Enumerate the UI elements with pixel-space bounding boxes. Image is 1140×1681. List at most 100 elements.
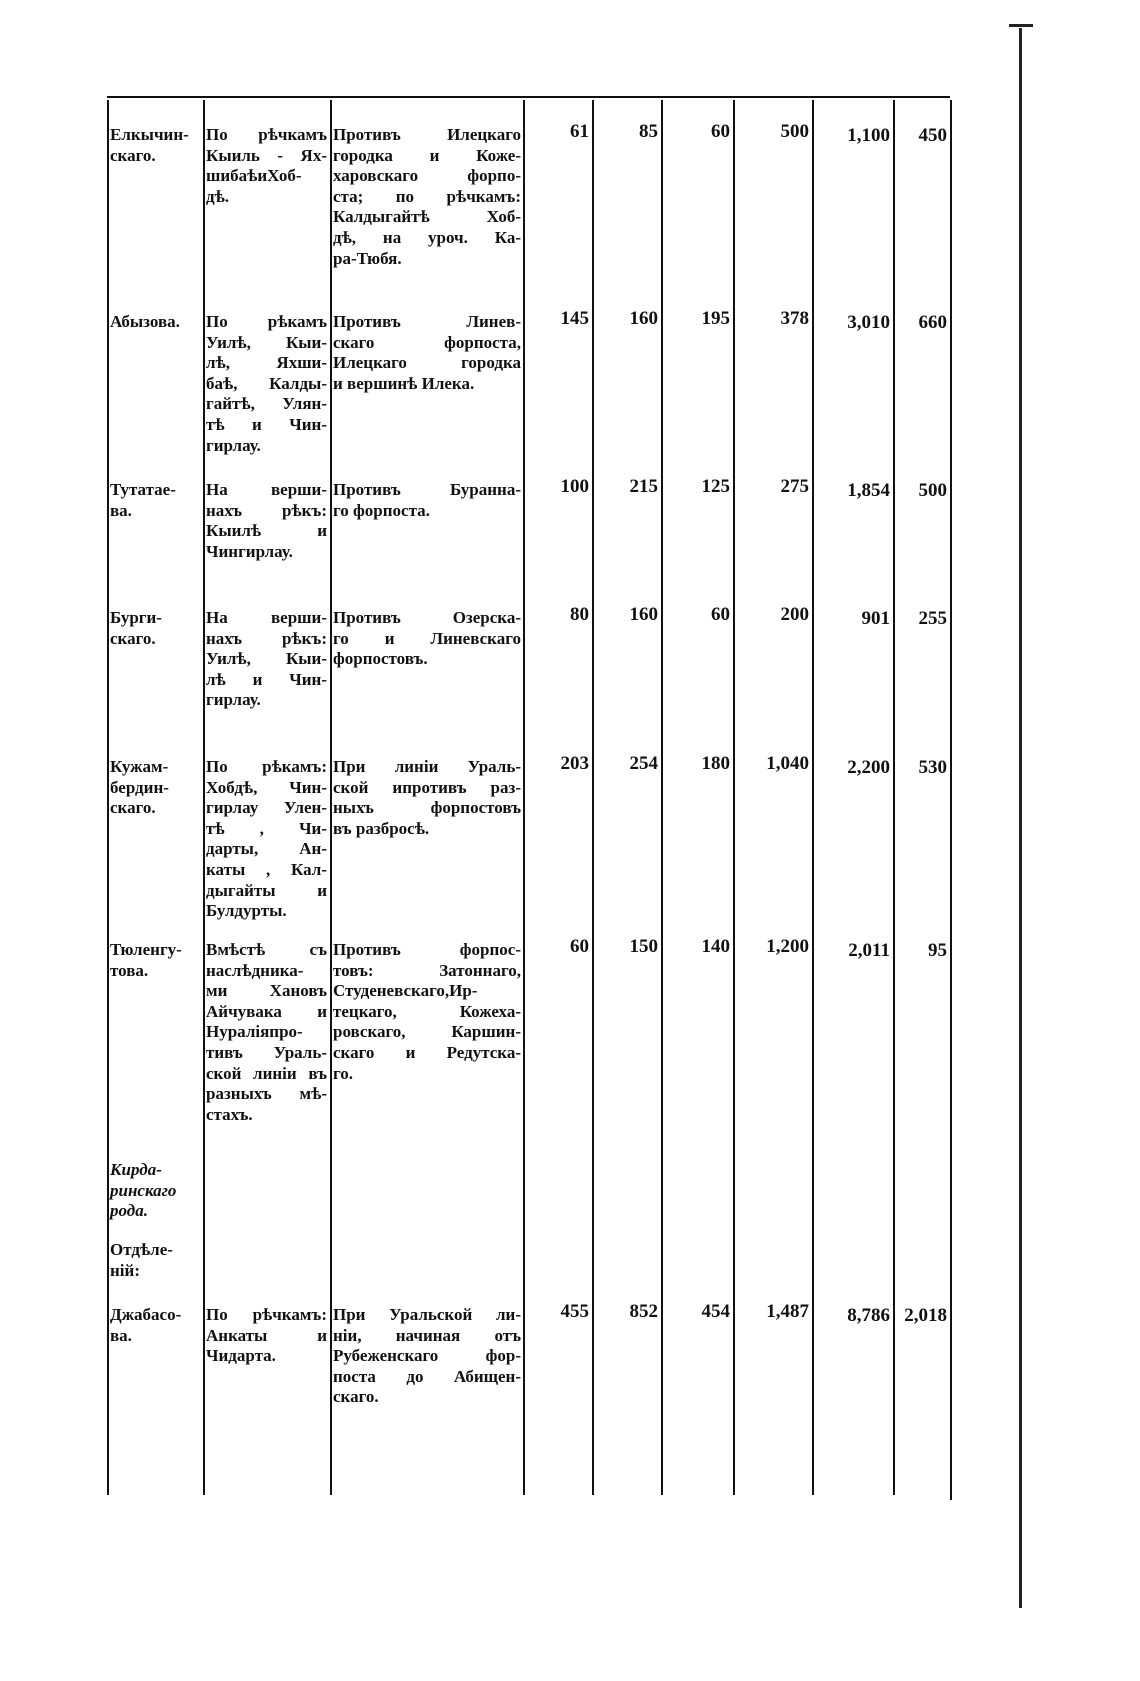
location: Противъ Илецкаго городка и Коже-харовскаг… <box>333 125 521 269</box>
cell-line: дѣ. <box>206 186 230 206</box>
value-col-1: 203 <box>560 753 590 774</box>
value-col-3: 180 <box>701 753 731 774</box>
cell-line: Елкычин- <box>110 125 189 144</box>
cell-line: въ разбросѣ. <box>333 818 430 838</box>
cell-line: Противъ Озерска- <box>333 608 521 627</box>
cell-line: Хобдѣ, Чин- <box>206 777 327 797</box>
cell-line: Уилѣ, Кыи- <box>206 332 327 352</box>
column-rule <box>523 100 525 1495</box>
value-col-6: 255 <box>918 608 948 629</box>
cell-line: дыгайты и <box>206 880 327 900</box>
cell-line: ринскаго <box>110 1180 177 1200</box>
value-col-3: 140 <box>701 936 731 957</box>
cell-line: ныхъ форпостовъ <box>333 798 521 818</box>
cell-line: и вершинѣ Илека. <box>333 373 475 393</box>
cell-line: Уилѣ, Кыи- <box>206 649 327 669</box>
value-col-1: 145 <box>560 308 590 329</box>
value-col-6: 660 <box>918 312 948 333</box>
value-col-2: 160 <box>629 604 659 625</box>
value-col-1: 61 <box>570 121 589 142</box>
cell-line: При линіи Ураль- <box>333 757 521 776</box>
column-rule <box>107 100 109 1495</box>
value-col-1: 100 <box>560 476 590 497</box>
value-col-5: 3,010 <box>847 312 890 333</box>
location: Противъ форпос-товъ: Затоннаго, Студеневс… <box>333 940 521 1084</box>
cell-line: тецкаго, Кожеха- <box>333 1001 521 1021</box>
cell-line: Кирда- <box>110 1160 162 1179</box>
location: Противъ Буранна-го форпоста. <box>333 480 521 521</box>
value-col-4: 500 <box>780 121 810 142</box>
column-rule <box>330 100 332 1495</box>
value-col-6: 2,018 <box>904 1305 947 1326</box>
cell-line: баѣ, Калды- <box>206 373 327 393</box>
value-col-3: 60 <box>711 604 730 625</box>
cell-line: ми Хановъ <box>206 981 327 1001</box>
nomad-area: По рѣчкамъ: Анкаты и Чидарта. <box>206 1305 327 1367</box>
cell-line: На верши- <box>206 608 327 627</box>
value-col-3: 60 <box>711 121 730 142</box>
tribe-name: Абызова. <box>110 312 200 333</box>
cell-line: скаго. <box>110 628 156 648</box>
cell-line: Нураліяпро- <box>206 1022 303 1042</box>
cell-line: Абызова. <box>110 312 180 331</box>
value-col-1: 80 <box>570 604 589 625</box>
value-col-1: 60 <box>570 936 589 957</box>
value-col-6: 500 <box>918 480 948 501</box>
value-col-2: 85 <box>639 121 658 142</box>
location: При Уральской ли-ніи, начиная отъ Рубежен… <box>333 1305 521 1408</box>
table-top-rule <box>107 96 950 98</box>
cell-line: Вмѣстѣ съ <box>206 940 327 959</box>
cell-line: ра-Тюбя. <box>333 248 402 268</box>
cell-line: Илецкаго городка <box>333 353 521 373</box>
tribe-name: Тюленгу-това. <box>110 940 200 981</box>
cell-line: городка и Коже- <box>333 145 521 165</box>
cell-line: го форпоста. <box>333 500 430 520</box>
cell-line: На верши- <box>206 480 327 499</box>
cell-line: Кыилѣ и <box>206 521 327 541</box>
column-rule <box>812 100 814 1495</box>
cell-line: каты , Кал- <box>206 859 327 879</box>
cell-line: скаго форпоста, <box>333 332 521 352</box>
cell-line: дарты, Ан- <box>206 839 327 859</box>
cell-line: ской ипротивъ раз- <box>333 777 521 797</box>
cell-line: това. <box>110 960 149 980</box>
cell-line: ній: <box>110 1260 140 1280</box>
cell-line: По рѣкамъ <box>206 312 327 331</box>
cell-line: скаго. <box>110 145 156 165</box>
value-col-5: 1,100 <box>847 125 890 146</box>
value-col-6: 450 <box>918 125 948 146</box>
nomad-area: По рѣчкамъ Кыиль - Ях-шибаѣиХоб-дѣ. <box>206 125 327 207</box>
cell-line: Противъ Линев- <box>333 312 521 331</box>
cell-line: Рубеженскаго фор- <box>333 1346 521 1366</box>
location: Противъ Линев-скаго форпоста, Илецкаго го… <box>333 312 521 394</box>
cell-line: Джабасо- <box>110 1305 182 1324</box>
value-col-4: 1,200 <box>766 936 809 957</box>
tribe-name: Кужам-бердин-скаго. <box>110 757 200 819</box>
value-col-2: 254 <box>629 753 659 774</box>
cell-line: харовскаго форпо- <box>333 166 521 186</box>
cell-line: Тутатае- <box>110 480 176 499</box>
cell-line: Отдѣле- <box>110 1240 173 1259</box>
cell-line: скаго и Редутска- <box>333 1042 521 1062</box>
cell-line: форпостовъ. <box>333 649 428 669</box>
nomad-area: На верши-нахъ рѣкъ: Уилѣ, Кыи-лѣ и Чин-ги… <box>206 608 327 711</box>
value-col-3: 125 <box>701 476 731 497</box>
cell-line: лѣ и Чин- <box>206 669 327 689</box>
value-col-5: 2,011 <box>848 940 890 961</box>
cell-line: наслѣдника- <box>206 960 304 980</box>
cell-line: тѣ , Чи- <box>206 818 327 838</box>
cell-line: При Уральской ли- <box>333 1305 521 1324</box>
column-rule <box>661 100 663 1495</box>
value-col-2: 852 <box>629 1301 659 1322</box>
cell-line: гирлау. <box>206 435 261 455</box>
column-rule <box>203 100 205 1495</box>
cell-line: ской линіи въ <box>206 1063 327 1083</box>
page-edge-bar <box>1009 24 1033 1608</box>
cell-line: тѣ и Чин- <box>206 414 327 434</box>
cell-line: разныхъ мѣ- <box>206 1084 327 1104</box>
cell-line: поста до Абищен- <box>333 1366 521 1386</box>
cell-line: го и Линевскаго <box>333 628 521 648</box>
value-col-1: 455 <box>560 1301 590 1322</box>
location: При линіи Ураль-ской ипротивъ раз-ныхъ ф… <box>333 757 521 839</box>
